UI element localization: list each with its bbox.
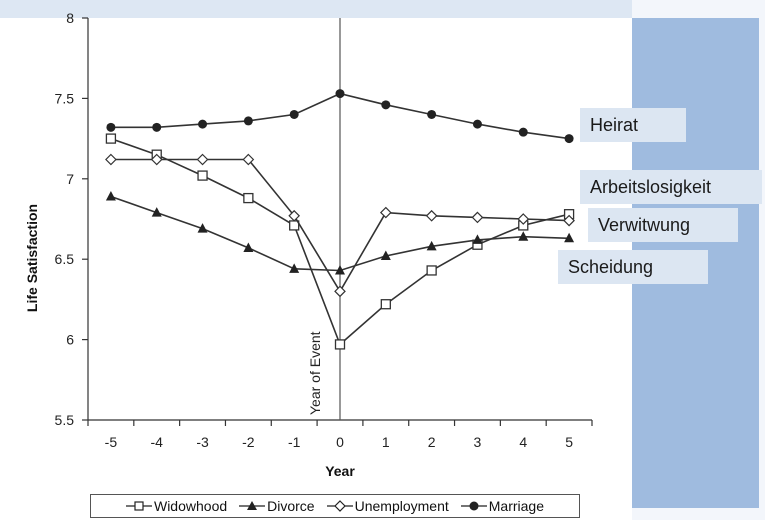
data-point-marriage xyxy=(152,122,162,132)
data-point-marriage xyxy=(381,100,391,110)
data-point-unemployment xyxy=(196,153,209,166)
label-arbeitslosigkeit: Arbeitslosigkeit xyxy=(580,170,762,204)
open-diamond-marker-icon xyxy=(326,500,353,512)
filled-circle-marker-icon xyxy=(460,501,487,511)
year-of-event-label: Year of Event xyxy=(307,331,323,415)
data-point-widowhood xyxy=(380,299,391,310)
data-point-unemployment xyxy=(288,209,301,222)
data-point-marriage xyxy=(106,122,116,132)
data-point-divorce xyxy=(289,263,300,273)
x-tick-label: -4 xyxy=(151,434,164,450)
data-point-unemployment xyxy=(425,209,438,222)
chart-legend: Widowhood Divorce Unemployment Marriage xyxy=(90,494,580,518)
data-point-marriage xyxy=(335,89,345,99)
y-tick-label: 5.5 xyxy=(55,412,75,428)
label-heirat: Heirat xyxy=(580,108,686,142)
data-point-divorce xyxy=(197,223,208,233)
x-tick-label: 2 xyxy=(428,434,436,450)
data-point-divorce xyxy=(105,190,116,201)
data-point-unemployment xyxy=(334,285,346,298)
data-point-widowhood xyxy=(243,192,254,204)
label-scheidung: Scheidung xyxy=(558,250,708,284)
chart-series-layer xyxy=(105,89,575,350)
data-point-unemployment xyxy=(242,153,255,166)
y-tick-label: 6.5 xyxy=(55,251,75,267)
x-tick-label: 5 xyxy=(565,434,573,450)
x-tick-label: 1 xyxy=(382,434,390,450)
data-point-marriage xyxy=(198,119,208,129)
label-verwitwung: Verwitwung xyxy=(588,208,738,242)
data-point-divorce xyxy=(518,231,529,241)
legend-item-divorce: Divorce xyxy=(239,498,315,514)
y-tick-label: 8 xyxy=(66,10,74,26)
legend-item-unemployment: Unemployment xyxy=(326,498,449,514)
data-point-divorce xyxy=(243,242,254,252)
legend-label: Widowhood xyxy=(153,498,228,514)
y-tick-label: 7.5 xyxy=(55,90,75,106)
data-point-divorce xyxy=(380,250,391,260)
data-point-unemployment xyxy=(563,214,575,227)
data-point-divorce xyxy=(426,240,437,251)
data-point-divorce xyxy=(472,234,483,244)
data-point-widowhood xyxy=(426,265,437,276)
y-tick-label: 7 xyxy=(66,171,74,187)
data-point-widowhood xyxy=(197,170,208,181)
data-point-unemployment xyxy=(379,206,392,219)
legend-item-widowhood: Widowhood xyxy=(125,498,228,514)
x-tick-label: -5 xyxy=(105,434,118,450)
y-axis-label: Life Satisfaction xyxy=(24,204,40,312)
legend-label: Marriage xyxy=(488,498,545,514)
data-point-divorce xyxy=(564,232,575,243)
data-point-divorce xyxy=(151,207,162,217)
data-point-widowhood xyxy=(334,339,346,350)
data-point-marriage xyxy=(243,116,253,126)
x-tick-label: 4 xyxy=(519,434,527,450)
x-axis-label: Year xyxy=(325,463,355,479)
data-point-unemployment xyxy=(105,153,117,166)
data-point-unemployment xyxy=(471,211,484,224)
x-tick-label: -1 xyxy=(288,434,301,450)
y-tick-label: 6 xyxy=(66,332,74,348)
data-point-unemployment xyxy=(517,213,530,225)
x-tick-label: -2 xyxy=(242,434,255,450)
filled-triangle-marker-icon xyxy=(239,501,266,510)
data-point-marriage xyxy=(427,109,437,119)
legend-label: Divorce xyxy=(267,498,315,514)
legend-label: Unemployment xyxy=(354,498,449,514)
data-point-widowhood xyxy=(105,133,117,144)
x-tick-label: 3 xyxy=(474,434,482,450)
legend-item-marriage: Marriage xyxy=(460,498,545,514)
x-tick-label: -3 xyxy=(196,434,209,450)
chart-axes: 5.5 6 6.5 7 7.5 8 -5 -4 -3 -2 -1 0 1 2 3 4 5 xyxy=(55,10,593,450)
data-point-marriage xyxy=(518,127,528,137)
data-point-marriage xyxy=(472,119,482,129)
data-point-unemployment xyxy=(150,153,163,166)
x-tick-label: 0 xyxy=(336,434,344,450)
data-point-marriage xyxy=(564,134,574,144)
top-banner-band xyxy=(0,0,765,18)
data-point-divorce xyxy=(335,264,345,275)
data-point-marriage xyxy=(289,109,299,119)
open-square-marker-icon xyxy=(125,501,152,511)
